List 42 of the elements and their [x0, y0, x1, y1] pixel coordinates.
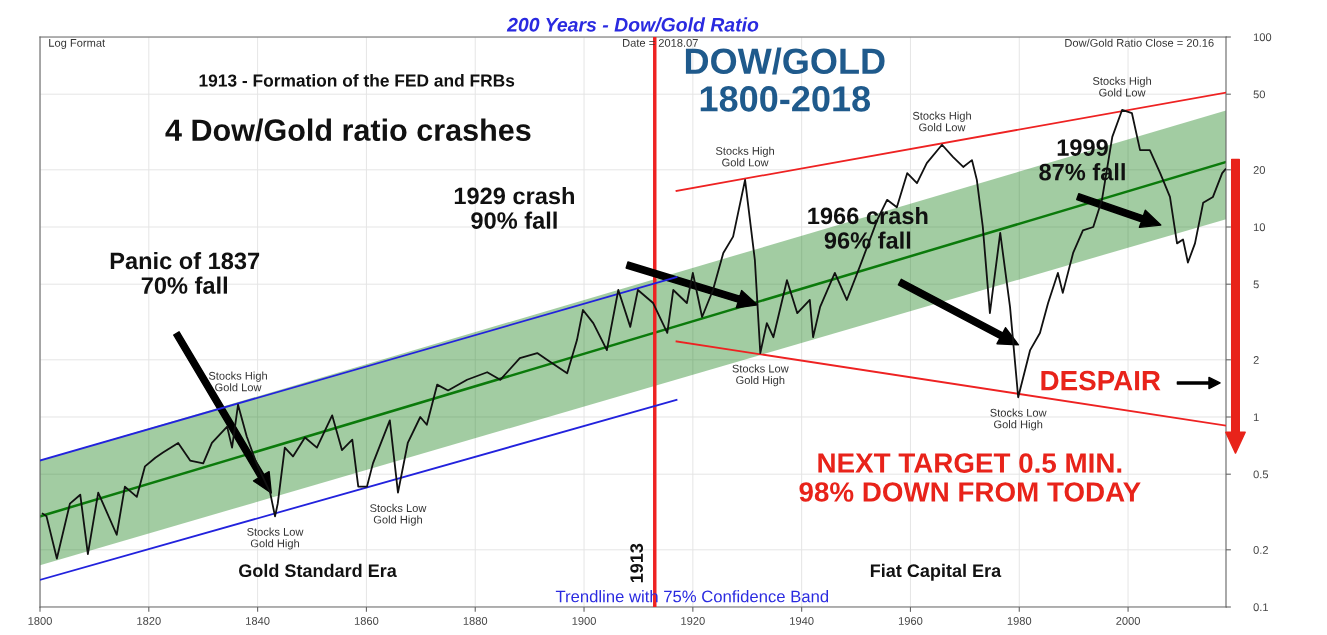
annotation: Log Format: [49, 39, 106, 50]
y-tick-label: 1: [1253, 413, 1259, 422]
annotation: DOW/GOLD 1800-2018: [685, 47, 885, 112]
x-tick-label: 1900: [572, 617, 596, 625]
annotation: Panic of 1837 70% fall: [110, 251, 260, 294]
y-tick-label: 2: [1253, 356, 1259, 364]
annotation: Stocks Low Gold High: [732, 364, 789, 387]
annotation: NEXT TARGET 0.5 MIN. 98% DOWN FROM TODAY: [799, 453, 1141, 502]
annotation: Dow/Gold Ratio Close = 20.16: [1065, 38, 1214, 47]
x-tick-label: 1940: [790, 617, 814, 625]
annotation: Fiat Capital Era: [870, 563, 1002, 581]
annotation: Stocks High Gold Low: [912, 111, 971, 132]
x-tick-label: 2000: [1116, 617, 1140, 625]
y-tick-label: 50: [1253, 90, 1266, 99]
x-tick-label: 1880: [463, 617, 488, 625]
annotation: Stocks High Gold Low: [715, 146, 774, 167]
annotation: DESPAIR: [1041, 370, 1161, 391]
x-tick-label: 1800: [28, 617, 52, 625]
annotation: Stocks Low Gold High: [247, 527, 304, 550]
annotation: 1929 crash 90% fall: [454, 186, 574, 229]
x-tick-label: 1960: [898, 617, 923, 625]
annotation: 1913 - Formation of the FED and FRBs: [199, 73, 515, 87]
annotation: Gold Standard Era: [239, 563, 397, 578]
ref-line-label: 1913: [630, 543, 644, 583]
y-tick-label: 0.1: [1253, 603, 1268, 612]
x-tick-label: 1840: [246, 617, 270, 625]
x-tick-label: 1820: [137, 617, 161, 625]
annotation: Stocks Low Gold High: [990, 408, 1047, 431]
annotation: Stocks Low Gold High: [370, 503, 427, 526]
y-tick-label: 20: [1253, 166, 1266, 174]
y-tick-label: 5: [1253, 280, 1259, 289]
y-tick-label: 0.2: [1253, 546, 1268, 554]
annotation: Stocks High Gold Low: [208, 371, 267, 392]
x-tick-label: 1920: [681, 617, 705, 625]
x-tick-label: 1860: [354, 617, 379, 625]
y-tick-label: 10: [1253, 223, 1266, 232]
y-tick-label: 100: [1253, 33, 1272, 42]
chart-title: 200 Years - Dow/Gold Ratio: [506, 17, 759, 32]
annotation: Stocks High Gold Low: [1092, 76, 1152, 97]
annotation: 4 Dow/Gold ratio crashes: [165, 118, 531, 142]
x-tick-label: 1980: [1007, 617, 1032, 625]
y-tick-label: 0.5: [1253, 470, 1269, 479]
